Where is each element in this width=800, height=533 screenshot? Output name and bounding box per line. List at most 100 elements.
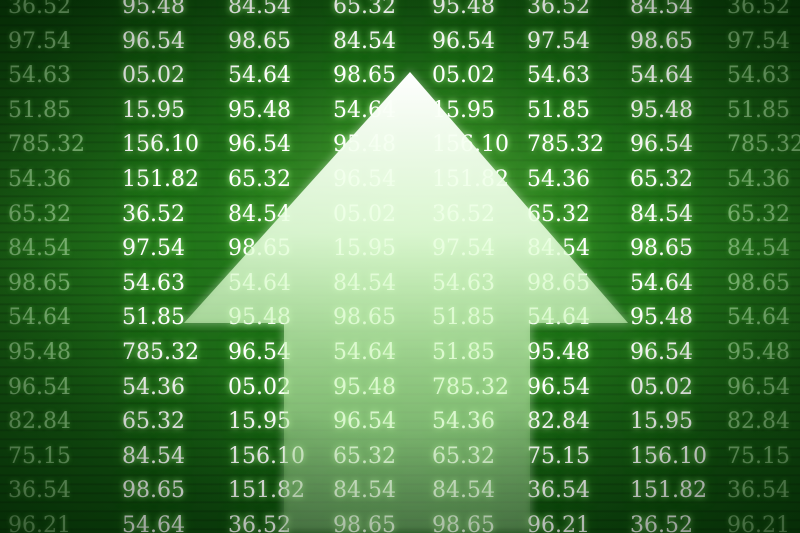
number-cell: 84.54 — [333, 28, 396, 54]
number-cell: 98.65 — [228, 236, 291, 262]
number-cell: 97.54 — [122, 236, 185, 262]
number-cell: 65.32 — [122, 409, 185, 435]
number-cell: 75.15 — [8, 443, 71, 469]
number-cell: 785.32 — [8, 132, 85, 158]
number-cell: 51.85 — [727, 97, 790, 123]
number-cell: 84.54 — [228, 0, 291, 19]
number-cell: 95.48 — [333, 374, 396, 400]
number-cell: 65.32 — [333, 443, 396, 469]
number-cell: 65.32 — [630, 166, 693, 192]
number-cell: 95.48 — [333, 132, 396, 158]
number-cell: 36.54 — [527, 478, 590, 504]
number-cell: 05.02 — [630, 374, 693, 400]
number-cell: 96.54 — [727, 374, 790, 400]
number-column-1: 36.52 97.54 54.63 51.85 785.32 54.36 65.32 84.5… — [8, 0, 85, 533]
number-column-4: 65.32 84.54 98.65 54.64 95.48 96.54 05.02 15.95… — [333, 0, 396, 533]
number-cell: 36.52 — [8, 0, 71, 19]
number-cell: 151.82 — [228, 478, 305, 504]
number-cell: 785.32 — [432, 374, 509, 400]
number-cell: 51.85 — [432, 339, 495, 365]
number-cell: 156.10 — [630, 443, 707, 469]
number-cell: 95.48 — [527, 339, 590, 365]
number-cell: 151.82 — [122, 166, 199, 192]
number-cell: 96.54 — [630, 132, 693, 158]
number-cell: 84.54 — [727, 236, 790, 262]
number-column-3: 84.54 98.65 54.64 95.48 96.54 65.32 84.54 98.65… — [228, 0, 305, 533]
number-cell: 84.54 — [228, 201, 291, 227]
number-cell: 54.63 — [122, 270, 185, 296]
number-cell: 65.32 — [228, 166, 291, 192]
number-cell: 96.21 — [8, 512, 71, 533]
number-cell: 96.54 — [8, 374, 71, 400]
number-column-2: 95.48 96.54 05.02 15.95 156.10 151.82 36.52 97.… — [122, 0, 199, 533]
number-cell: 15.95 — [122, 97, 185, 123]
number-cell: 151.82 — [630, 478, 707, 504]
number-cell: 54.36 — [432, 409, 495, 435]
number-cell: 84.54 — [122, 443, 185, 469]
number-cell: 785.32 — [527, 132, 604, 158]
number-cell: 54.63 — [432, 270, 495, 296]
number-cell: 84.54 — [8, 236, 71, 262]
number-cell: 156.10 — [228, 443, 305, 469]
number-cell: 96.54 — [432, 28, 495, 54]
number-cell: 96.54 — [122, 28, 185, 54]
number-cell: 51.85 — [8, 97, 71, 123]
number-cell: 84.54 — [630, 0, 693, 19]
number-cell: 36.52 — [432, 201, 495, 227]
number-cell: 75.15 — [527, 443, 590, 469]
number-cell: 54.63 — [527, 63, 590, 89]
number-cell: 96.54 — [527, 374, 590, 400]
number-cell: 54.64 — [122, 512, 185, 533]
number-cell: 05.02 — [432, 63, 495, 89]
number-cell: 98.65 — [8, 270, 71, 296]
number-cell: 51.85 — [527, 97, 590, 123]
number-cell: 54.64 — [630, 63, 693, 89]
number-cell: 65.32 — [8, 201, 71, 227]
number-cell: 84.54 — [527, 236, 590, 262]
number-cell: 98.65 — [333, 63, 396, 89]
number-cell: 82.84 — [727, 409, 790, 435]
number-cell: 54.36 — [727, 166, 790, 192]
number-cell: 05.02 — [228, 374, 291, 400]
number-cell: 156.10 — [122, 132, 199, 158]
number-column-5: 95.48 96.54 05.02 15.95 156.10 151.82 36.52 97.… — [432, 0, 509, 533]
number-cell: 97.54 — [8, 28, 71, 54]
number-cell: 785.32 — [122, 339, 199, 365]
number-cell: 54.63 — [8, 63, 71, 89]
number-cell: 96.54 — [333, 409, 396, 435]
number-cell: 96.21 — [527, 512, 590, 533]
number-cell: 98.65 — [333, 512, 396, 533]
number-cell: 97.54 — [727, 28, 790, 54]
number-cell: 65.32 — [727, 201, 790, 227]
number-cell: 54.64 — [228, 63, 291, 89]
number-cell: 98.65 — [432, 512, 495, 533]
number-column-6: 36.52 97.54 54.63 51.85 785.32 54.36 65.32 84.5… — [527, 0, 604, 533]
number-cell: 54.64 — [527, 305, 590, 331]
number-cell: 51.85 — [432, 305, 495, 331]
number-cell: 36.52 — [630, 512, 693, 533]
number-cell: 98.65 — [527, 270, 590, 296]
number-cell: 84.54 — [432, 478, 495, 504]
number-cell: 96.54 — [228, 339, 291, 365]
number-cell: 95.48 — [432, 0, 495, 19]
number-column-7: 84.54 98.65 54.64 95.48 96.54 65.32 84.54 98.65… — [630, 0, 707, 533]
number-cell: 65.32 — [432, 443, 495, 469]
number-cell: 98.65 — [228, 28, 291, 54]
number-cell: 54.64 — [630, 270, 693, 296]
number-cell: 36.52 — [527, 0, 590, 19]
number-cell: 95.48 — [630, 97, 693, 123]
number-cell: 54.63 — [727, 63, 790, 89]
number-cell: 84.54 — [630, 201, 693, 227]
number-cell: 54.64 — [8, 305, 71, 331]
number-cell: 96.54 — [630, 339, 693, 365]
number-cell: 15.95 — [630, 409, 693, 435]
number-cell: 95.48 — [727, 339, 790, 365]
number-cell: 98.65 — [122, 478, 185, 504]
number-cell: 15.95 — [228, 409, 291, 435]
number-cell: 36.54 — [727, 478, 790, 504]
number-cell: 84.54 — [333, 270, 396, 296]
number-cell: 97.54 — [527, 28, 590, 54]
number-cell: 54.36 — [122, 374, 185, 400]
number-cell: 96.21 — [727, 512, 790, 533]
